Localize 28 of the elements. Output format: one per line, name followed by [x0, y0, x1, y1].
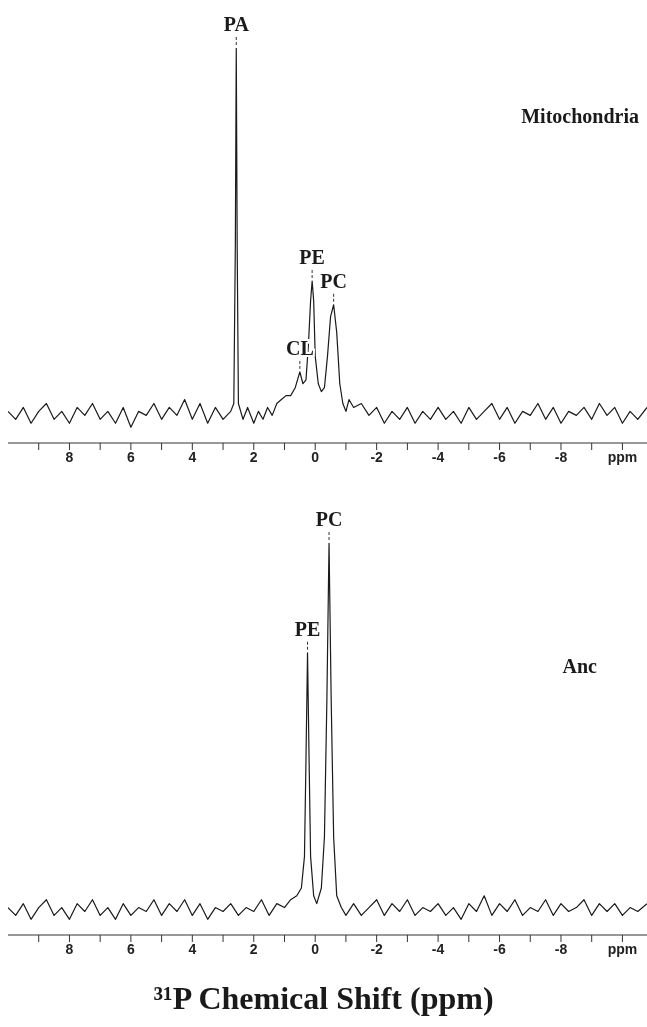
- annotation: Anc: [562, 655, 597, 678]
- x-tick-label: ppm: [607, 940, 638, 957]
- x-tick-label: -2: [370, 940, 384, 957]
- x-tick-label: 8: [65, 448, 74, 465]
- x-tick-label: 8: [65, 940, 74, 957]
- x-tick-label: -6: [493, 448, 506, 465]
- x-tick-label: 6: [126, 448, 135, 465]
- annotation: PC: [320, 269, 347, 292]
- x-tick-label: 4: [188, 448, 197, 465]
- x-tick-label: -2: [370, 448, 384, 465]
- x-tick-label: 0: [311, 940, 320, 957]
- annotation: PA: [223, 13, 250, 35]
- annotation: Mitochondria: [521, 105, 639, 128]
- x-tick-label: -4: [431, 448, 445, 465]
- annotation: PE: [299, 246, 325, 269]
- x-tick-label: -6: [493, 940, 506, 957]
- x-tick-label: -8: [554, 448, 568, 465]
- x-tick-label: 4: [188, 940, 197, 957]
- x-tick-label: 2: [249, 940, 258, 957]
- x-axis-title: ³¹P Chemical Shift (ppm): [152, 980, 495, 1017]
- x-tick-label: ppm: [607, 448, 638, 465]
- x-tick-label: -4: [431, 940, 445, 957]
- x-tick-label: 0: [311, 448, 320, 465]
- annotation: PE: [294, 617, 321, 640]
- x-tick-label: 2: [249, 448, 258, 465]
- x-tick-label: -8: [554, 940, 568, 957]
- x-tick-label: 6: [126, 940, 135, 957]
- annotation: PC: [315, 508, 343, 530]
